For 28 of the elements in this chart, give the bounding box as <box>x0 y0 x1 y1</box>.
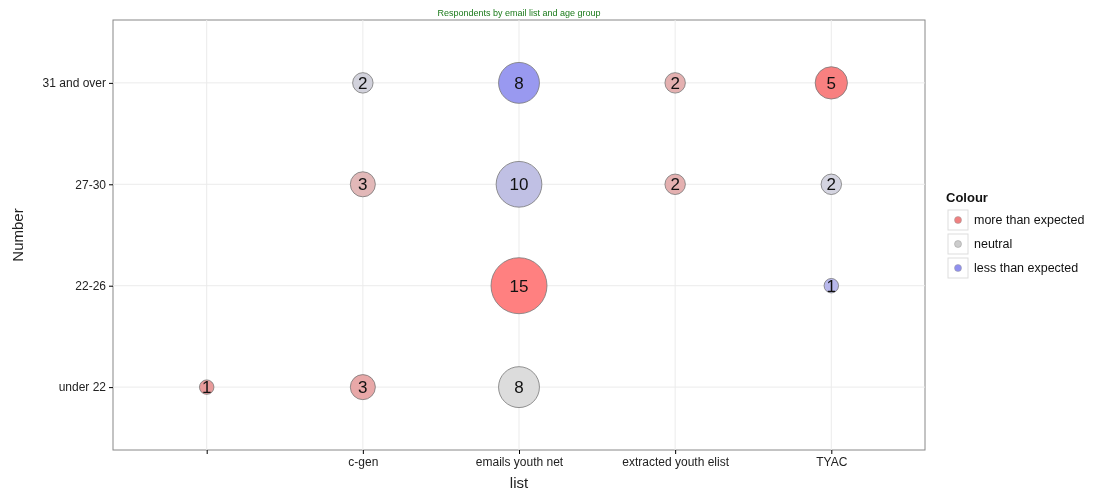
y-axis-title: Number <box>9 208 26 262</box>
x-axis-title: list <box>509 474 529 491</box>
x-tick-label: extracted youth elist <box>622 454 730 469</box>
data-label: 1 <box>201 378 212 398</box>
y-tick-label: 27-30 <box>75 177 107 192</box>
chart-title: Respondents by email list and age group <box>437 8 601 18</box>
data-label: 2 <box>670 175 680 195</box>
text: more than expected <box>974 213 1085 227</box>
data-label: 2 <box>826 175 837 195</box>
data-label: 2 <box>358 74 368 93</box>
legend-title: Colour <box>946 190 988 205</box>
data-label: 10 <box>509 175 529 195</box>
data-label: 15 <box>509 276 529 296</box>
data-label: 8 <box>514 378 524 398</box>
data-label: 3 <box>358 378 368 398</box>
text: less than expected <box>974 261 1079 275</box>
y-tick-label: under 22 <box>58 380 107 395</box>
x-tick-label: c-gen <box>348 454 379 469</box>
text: neutral <box>974 237 1013 251</box>
data-label: 5 <box>826 74 837 93</box>
y-tick-label: 22-26 <box>75 279 107 294</box>
data-label: 8 <box>514 74 524 93</box>
y-tick-label: 31 and over <box>42 76 106 91</box>
data-label: 1 <box>826 276 837 296</box>
x-tick-label: emails youth net <box>475 454 564 469</box>
data-label: 3 <box>358 175 368 195</box>
x-tick-label: TYAC <box>816 454 848 469</box>
data-label: 2 <box>670 74 680 93</box>
